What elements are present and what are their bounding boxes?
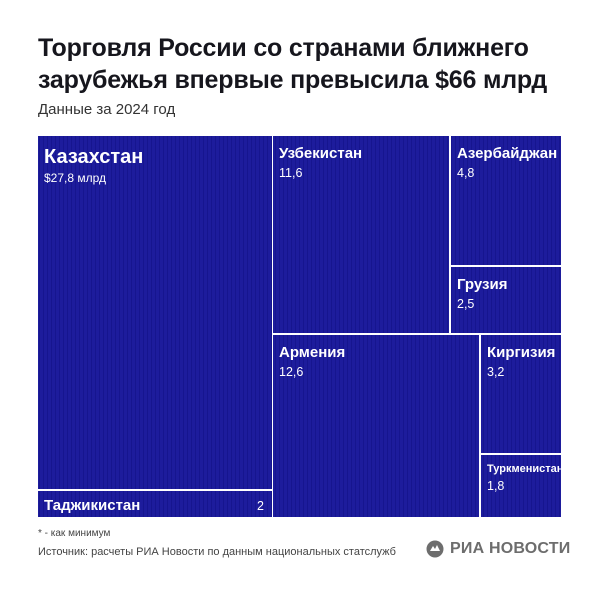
treemap-cell-value: 4,8	[457, 166, 474, 180]
treemap-cell-texture	[273, 335, 479, 517]
treemap-cell-label: Узбекистан	[279, 145, 362, 162]
ria-logo-text: РИА НОВОСТИ	[450, 540, 571, 557]
treemap-cell-texture	[451, 267, 561, 333]
treemap-cell: Узбекистан 11,6	[273, 136, 449, 333]
treemap-cell-texture	[273, 136, 449, 333]
treemap-cell-texture	[481, 455, 561, 517]
chart-subtitle: Данные за 2024 год	[38, 101, 176, 118]
treemap-cell: Таджикистан 2	[38, 491, 272, 517]
treemap-cell: Казахстан $27,8 млрд	[38, 136, 272, 489]
treemap-cell-label: Азербайджан	[457, 145, 557, 162]
treemap-cell-label: Армения	[279, 344, 345, 361]
treemap-cell-texture	[38, 491, 272, 517]
treemap-cell-value: 3,2	[487, 365, 504, 379]
ria-logo-icon	[426, 540, 444, 558]
treemap-cells: Казахстан $27,8 млрд Узбекистан 11,6 Азербай…	[38, 136, 568, 517]
treemap-cell-label: Туркменистан*	[487, 463, 568, 475]
treemap-cell-label: Грузия	[457, 276, 507, 293]
footnote: * - как минимум	[38, 528, 111, 539]
treemap-cell: Армения 12,6	[273, 335, 479, 517]
treemap-cell-value: 1,8	[487, 479, 504, 493]
treemap-cell-texture	[38, 136, 272, 489]
treemap-cell: Азербайджан 4,8	[451, 136, 561, 265]
chart-title: Торговля России со странами ближнего зар…	[38, 34, 548, 94]
treemap-cell-label: Таджикистан	[44, 497, 140, 514]
treemap-cell: Грузия 2,5	[451, 267, 561, 333]
treemap-cell-texture	[481, 335, 561, 453]
treemap-cell-label: Киргизия	[487, 344, 555, 361]
source-note: Источник: расчеты РИА Новости по данным …	[38, 546, 396, 558]
treemap-cell-texture	[451, 136, 561, 265]
treemap-cell: Туркменистан* 1,8	[481, 455, 568, 517]
treemap-cell-value: 11,6	[279, 166, 302, 180]
treemap-cell-label: Казахстан	[44, 146, 143, 168]
treemap-cell-value: $27,8 млрд	[44, 171, 106, 185]
treemap-cell-value: 2	[257, 499, 264, 513]
treemap-cell-value: 2,5	[457, 297, 474, 311]
treemap-cell-value: 12,6	[279, 365, 303, 379]
treemap-cell: Киргизия 3,2	[481, 335, 561, 453]
ria-logo: РИА НОВОСТИ	[426, 540, 570, 558]
